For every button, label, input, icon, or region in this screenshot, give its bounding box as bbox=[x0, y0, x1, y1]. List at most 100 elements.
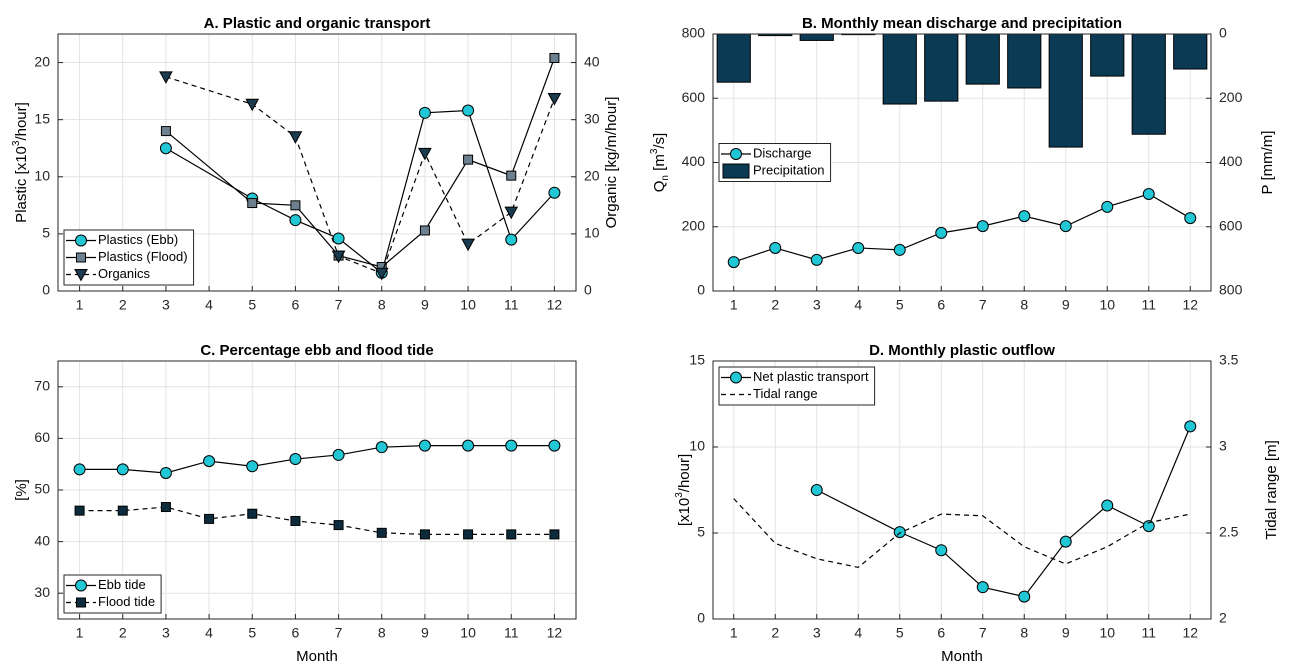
marker bbox=[463, 154, 474, 165]
marker bbox=[1018, 590, 1031, 603]
x-axis-label: Month bbox=[296, 648, 338, 665]
bar bbox=[716, 33, 751, 83]
marker bbox=[160, 126, 171, 137]
y-tick-label: 10 bbox=[34, 167, 50, 183]
x-tick-label: 1 bbox=[730, 625, 738, 641]
x-tick-label: 6 bbox=[937, 297, 945, 313]
x-tick-label: 9 bbox=[1062, 297, 1070, 313]
marker bbox=[418, 106, 431, 119]
legend-label: Discharge bbox=[753, 145, 812, 160]
marker bbox=[1059, 535, 1072, 548]
chart-title: B. Monthly mean discharge and precipitat… bbox=[802, 15, 1122, 32]
label-part: [m bbox=[651, 154, 668, 175]
y-tick-label: 15 bbox=[689, 352, 705, 368]
y2-axis-label: Organic [kg/m/hour] bbox=[603, 97, 620, 229]
y2-tick-label: 200 bbox=[1219, 89, 1243, 105]
x-tick-label: 3 bbox=[813, 625, 821, 641]
y2-tick-label: 20 bbox=[584, 167, 600, 183]
marker bbox=[247, 198, 258, 209]
y2-tick-label: 2 bbox=[1219, 610, 1227, 626]
y2-tick-label: 10 bbox=[584, 225, 600, 241]
bar bbox=[924, 33, 959, 102]
bar bbox=[1090, 33, 1125, 77]
x-tick-label: 4 bbox=[205, 297, 213, 313]
label-part: /hour] bbox=[13, 102, 30, 140]
y-tick-label: 200 bbox=[682, 217, 706, 233]
x-tick-label: 1 bbox=[76, 625, 84, 641]
marker bbox=[1184, 420, 1197, 433]
label-part: Plastic [x10 bbox=[13, 146, 30, 223]
marker bbox=[76, 252, 86, 263]
x-tick-label: 9 bbox=[1062, 625, 1070, 641]
x-tick-label: 7 bbox=[979, 625, 987, 641]
y-tick-label: 600 bbox=[682, 89, 706, 105]
label-subscript: n bbox=[660, 175, 671, 181]
marker bbox=[549, 529, 560, 540]
legend-swatch bbox=[722, 163, 750, 179]
x-axis-label: Month bbox=[941, 648, 983, 665]
x-tick-label: 10 bbox=[460, 625, 476, 641]
marker bbox=[935, 226, 948, 239]
y-tick-label: 5 bbox=[42, 225, 50, 241]
x-tick-label: 1 bbox=[76, 297, 84, 313]
x-tick-label: 3 bbox=[162, 625, 170, 641]
y-tick-label: 0 bbox=[42, 282, 50, 298]
x-tick-label: 4 bbox=[854, 625, 862, 641]
x-tick-label: 6 bbox=[937, 625, 945, 641]
x-tick-label: 2 bbox=[119, 297, 127, 313]
marker bbox=[810, 253, 823, 266]
marker bbox=[204, 513, 215, 524]
y2-tick-label: 0 bbox=[584, 282, 592, 298]
chart-title: C. Percentage ebb and flood tide bbox=[200, 342, 433, 359]
x-tick-label: 6 bbox=[292, 625, 300, 641]
bar bbox=[965, 33, 1000, 85]
y2-tick-label: 3 bbox=[1219, 438, 1227, 454]
bar bbox=[1131, 33, 1166, 135]
x-tick-label: 8 bbox=[1020, 297, 1028, 313]
legend: Discharge Precipitation bbox=[718, 143, 832, 182]
marker bbox=[810, 484, 823, 496]
legend-label: Net plastic transport bbox=[753, 369, 869, 384]
bar bbox=[799, 33, 834, 41]
marker bbox=[247, 508, 258, 519]
legend-label: Flood tide bbox=[98, 594, 155, 609]
label-part: P [mm/m] bbox=[1259, 131, 1276, 195]
x-tick-label: 5 bbox=[896, 625, 904, 641]
marker bbox=[1059, 220, 1072, 233]
marker bbox=[462, 439, 475, 452]
marker bbox=[893, 526, 906, 539]
y2-tick-label: 40 bbox=[584, 53, 600, 69]
legend-item: Discharge bbox=[721, 145, 812, 160]
y-tick-label: 50 bbox=[34, 481, 50, 497]
y-axis-label: [%] bbox=[13, 479, 30, 501]
legend-label: Tidal range bbox=[753, 386, 818, 401]
marker bbox=[290, 200, 301, 211]
marker bbox=[506, 529, 517, 540]
x-tick-label: 11 bbox=[1141, 625, 1156, 641]
marker bbox=[290, 515, 301, 526]
label-part: /hour] bbox=[676, 454, 693, 492]
y2-tick-label: 2.5 bbox=[1219, 524, 1239, 540]
x-tick-label: 5 bbox=[896, 297, 904, 313]
x-tick-label: 12 bbox=[1182, 297, 1198, 313]
x-tick-label: 4 bbox=[854, 297, 862, 313]
axes-box bbox=[57, 360, 577, 620]
y-axis-label: Qn [m3/s] bbox=[649, 133, 671, 192]
marker bbox=[160, 502, 171, 513]
series-line bbox=[733, 193, 1191, 263]
x-tick-label: 11 bbox=[1141, 297, 1156, 313]
marker bbox=[504, 206, 519, 220]
marker bbox=[76, 597, 86, 608]
legend-item: Precipitation bbox=[722, 162, 825, 179]
marker bbox=[289, 453, 302, 466]
marker bbox=[461, 238, 475, 252]
x-tick-label: 10 bbox=[1099, 625, 1115, 641]
marker bbox=[730, 371, 742, 384]
marker bbox=[462, 104, 475, 117]
marker bbox=[376, 527, 387, 538]
y-axis-label: Plastic [x103/hour] bbox=[11, 102, 30, 223]
legend-item: Flood tide bbox=[66, 594, 155, 609]
marker bbox=[506, 170, 517, 181]
y-tick-label: 20 bbox=[34, 53, 50, 69]
